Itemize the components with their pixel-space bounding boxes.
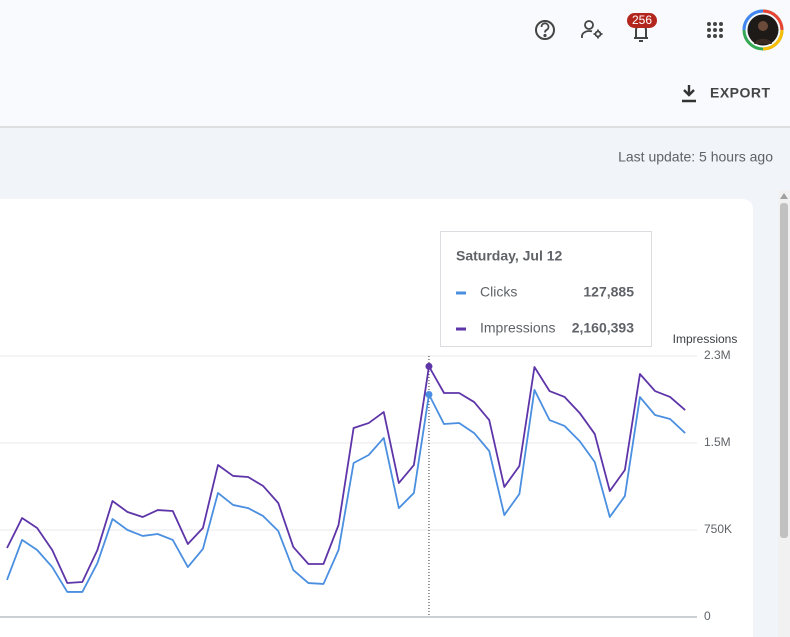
tooltip-box [440,231,652,347]
notifications-icon[interactable]: 256 [627,13,657,42]
avatar[interactable] [742,9,784,51]
help-icon[interactable] [535,20,555,40]
tooltip-value: 127,885 [583,284,634,300]
tooltip: Saturday, Jul 12 Clicks 127,885 Impression… [440,231,652,347]
export-button[interactable]: EXPORT [682,85,771,103]
scroll-up-arrow[interactable] [780,193,788,199]
scrollbar-thumb[interactable] [780,203,788,538]
tooltip-swatch [456,327,466,331]
apps-icon[interactable] [707,22,723,38]
top-bar [0,0,790,127]
export-label: EXPORT [710,85,771,101]
y-axis-title: Impressions [673,332,738,346]
tooltip-title: Saturday, Jul 12 [456,248,563,264]
hover-point [425,390,433,398]
tooltip-series-name: Impressions [480,320,555,336]
tooltip-value: 2,160,393 [572,320,634,336]
tooltip-series-name: Clicks [480,284,517,300]
y-tick-label: 750K [704,522,732,536]
tooltip-swatch [456,291,466,295]
notification-count: 256 [632,13,652,27]
account-settings-icon[interactable] [581,20,603,39]
notification-badge [627,13,657,28]
hover-point [425,362,433,370]
y-tick-label: 0 [704,609,711,623]
series-line [6,389,686,593]
y-tick-label: 2.3M [704,348,731,362]
y-tick-label: 1.5M [704,435,731,449]
series-line [6,365,686,584]
plot: 0750K1.5M2.3M6/18/256/25/257/2/257/9/257… [0,348,732,637]
last-update: Last update: 5 hours ago [618,149,773,165]
